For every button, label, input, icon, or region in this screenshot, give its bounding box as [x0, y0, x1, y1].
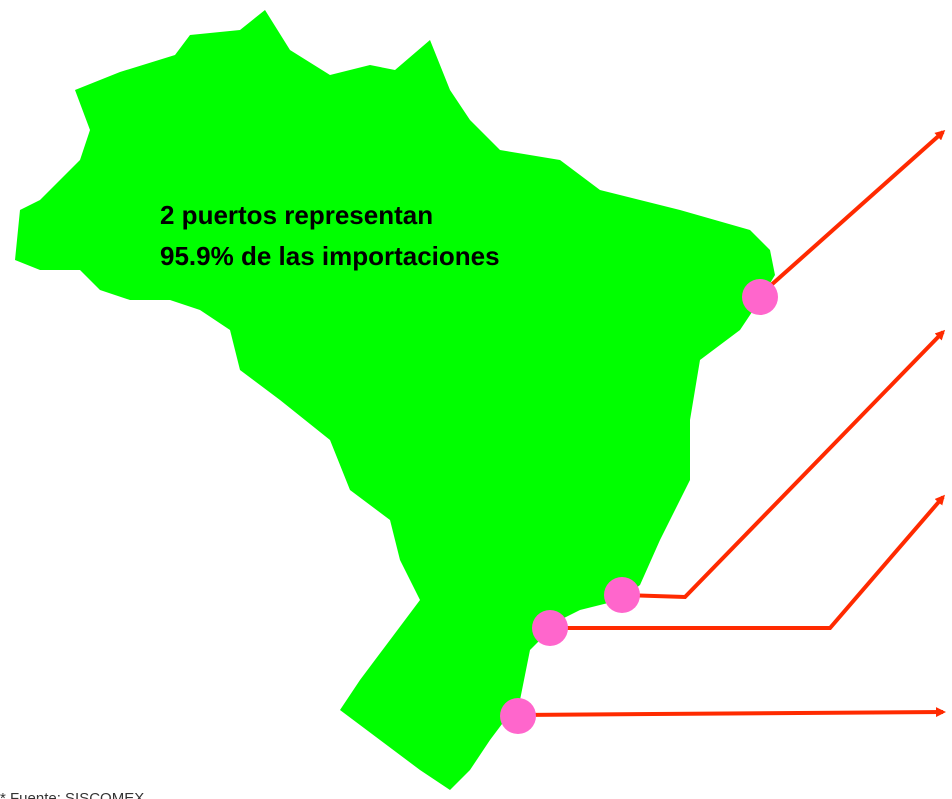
port-marker — [604, 577, 640, 613]
arrow-line — [758, 130, 946, 297]
footnote: * Fuente: SISCOMEX — [0, 790, 144, 799]
port-marker — [532, 610, 568, 646]
port-marker — [742, 279, 778, 315]
connectors — [517, 130, 946, 718]
country-shape — [15, 10, 775, 790]
annotation-line: 95.9% de las importaciones — [160, 241, 500, 271]
port-marker — [500, 698, 536, 734]
arrow-line — [517, 707, 946, 718]
annotation-line: 2 puertos representan — [160, 200, 433, 230]
arrow-line — [621, 329, 946, 600]
ports — [500, 279, 778, 734]
arrow-line — [548, 494, 945, 630]
